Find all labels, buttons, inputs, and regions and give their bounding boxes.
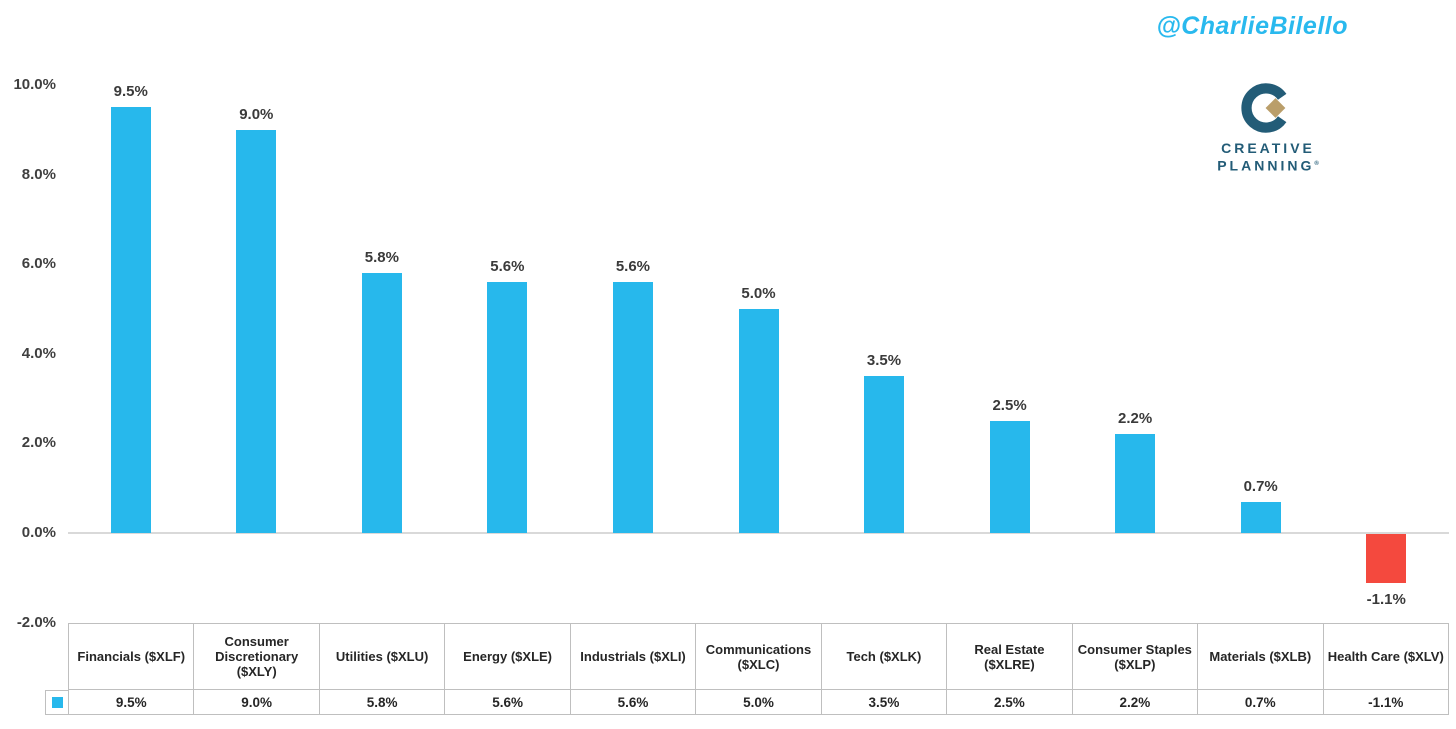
bar-value-label-Industrials ($XLI): 5.6% bbox=[615, 258, 651, 276]
bar-Health Care ($XLV) bbox=[1366, 534, 1407, 584]
table-header-Tech ($XLK): Tech ($XLK) bbox=[820, 623, 947, 690]
table-value-Industrials ($XLI): 5.6% bbox=[569, 690, 696, 715]
creative-planning-logo: CREATIVE PLANNING® bbox=[1203, 80, 1333, 174]
bar-Materials ($XLB) bbox=[1240, 501, 1281, 533]
table-value-Tech ($XLK): 3.5% bbox=[820, 690, 947, 715]
table-header-Consumer Discretionary ($XLY): Consumer Discretionary ($XLY) bbox=[193, 623, 319, 690]
table-value-Utilities ($XLU): 5.8% bbox=[318, 690, 445, 715]
table-value-Consumer Discretionary ($XLY): 9.0% bbox=[193, 690, 319, 715]
table-value-Energy ($XLE): 5.6% bbox=[444, 690, 570, 715]
data-table-header-row: Financials ($XLF) Consumer Discretionary … bbox=[68, 623, 1449, 690]
logo-text-line1: CREATIVE bbox=[1221, 140, 1315, 156]
bar-value-label-Tech ($XLK): 3.5% bbox=[866, 352, 902, 370]
bar-Energy ($XLE) bbox=[487, 282, 528, 533]
bar-Communications ($XLC) bbox=[738, 309, 779, 533]
table-header-Energy ($XLE): Energy ($XLE) bbox=[444, 623, 570, 690]
y-axis-tick-0.0%: 0.0% bbox=[21, 524, 56, 541]
bar-Utilities ($XLU) bbox=[361, 273, 402, 533]
bar-value-label-Consumer Staples ($XLP): 2.2% bbox=[1118, 410, 1153, 428]
table-header-Communications ($XLC): Communications ($XLC) bbox=[695, 623, 821, 690]
bar-Real Estate ($XLRE) bbox=[989, 421, 1030, 533]
table-header-Utilities ($XLU): Utilities ($XLU) bbox=[318, 623, 445, 690]
bar-Industrials ($XLI) bbox=[612, 282, 653, 533]
bar-value-label-Energy ($XLE): 5.6% bbox=[490, 258, 525, 276]
bar-value-label-Consumer Discretionary ($XLY): 9.0% bbox=[239, 105, 274, 123]
y-axis-tick-4.0%: 4.0% bbox=[21, 344, 56, 362]
data-table-value-row: 9.5% 9.0% 5.8% 5.6% 5.6% 5.0% 3.5% 2.5% 2.2% 0.7%… bbox=[45, 690, 1449, 715]
table-value-Communications ($XLC): 5.0% bbox=[695, 690, 821, 715]
table-header-Consumer Staples ($XLP): Consumer Staples ($XLP) bbox=[1071, 623, 1198, 690]
bar-value-label-Materials ($XLB): 0.7% bbox=[1243, 477, 1278, 495]
y-axis-tick-6.0%: 6.0% bbox=[21, 255, 56, 273]
bar-value-label-Health Care ($XLV): -1.1% bbox=[1366, 591, 1406, 609]
table-value-Financials ($XLF): 9.5% bbox=[68, 690, 194, 715]
zero-axis-line bbox=[68, 532, 1449, 534]
table-value-Health Care ($XLV): -1.1% bbox=[1322, 690, 1449, 715]
y-axis-tick-2.0%: 2.0% bbox=[21, 434, 56, 452]
table-header-Materials ($XLB): Materials ($XLB) bbox=[1197, 623, 1323, 690]
creative-planning-c-icon bbox=[1241, 83, 1287, 133]
table-header-Financials ($XLF): Financials ($XLF) bbox=[68, 623, 194, 690]
bar-Consumer Staples ($XLP) bbox=[1115, 434, 1156, 533]
bar-value-label-Communications ($XLC): 5.0% bbox=[741, 285, 776, 302]
table-header-Real Estate ($XLRE): Real Estate ($XLRE) bbox=[946, 623, 1072, 690]
table-value-Real Estate ($XLRE): 2.5% bbox=[946, 690, 1072, 715]
bar-Consumer Discretionary ($XLY) bbox=[236, 129, 277, 533]
series-legend-key-cell bbox=[45, 690, 68, 715]
bar-value-label-Real Estate ($XLRE): 2.5% bbox=[992, 397, 1027, 414]
table-value-Consumer Staples ($XLP): 2.2% bbox=[1071, 690, 1198, 715]
bar-value-label-Utilities ($XLU): 5.8% bbox=[364, 249, 399, 267]
y-axis-tick--2.0%: -2.0% bbox=[16, 613, 56, 631]
series-legend-marker-icon bbox=[51, 697, 63, 708]
y-axis-tick-10.0%: 10.0% bbox=[13, 76, 56, 93]
trademark-symbol: ® bbox=[1314, 161, 1319, 167]
logo-text-line2: PLANNING® bbox=[1217, 157, 1319, 174]
y-axis-tick-8.0%: 8.0% bbox=[21, 165, 56, 183]
attribution-handle: @CharlieBilello bbox=[1156, 12, 1348, 40]
table-value-Materials ($XLB): 0.7% bbox=[1197, 690, 1323, 715]
table-header-Health Care ($XLV): Health Care ($XLV) bbox=[1322, 623, 1449, 690]
bar-value-label-Financials ($XLF): 9.5% bbox=[113, 83, 148, 101]
table-header-Industrials ($XLI): Industrials ($XLI) bbox=[569, 623, 696, 690]
bar-Financials ($XLF) bbox=[110, 107, 151, 533]
bar-Tech ($XLK) bbox=[864, 376, 905, 533]
